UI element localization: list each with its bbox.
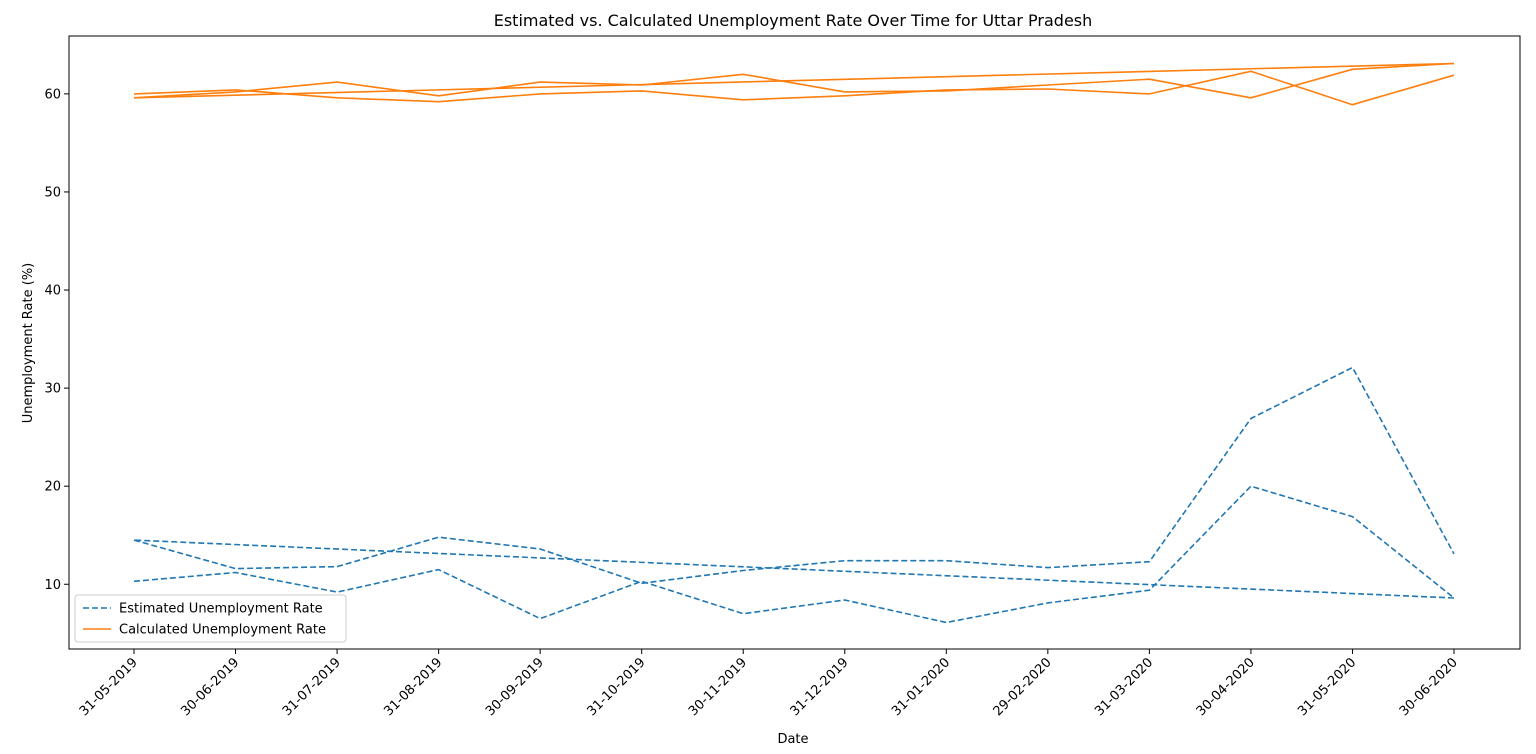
plot-frame (68, 35, 1521, 650)
x-tick-label: 31-08-2019 (381, 655, 445, 719)
x-tick-label: 30-09-2019 (483, 655, 547, 719)
y-tick-label: 40 (44, 284, 61, 299)
x-tick-label: 31-07-2019 (280, 655, 344, 719)
legend-box (74, 594, 347, 643)
series-0-line-0 (133, 485, 1455, 624)
chart-title: Estimated vs. Calculated Unemployment Ra… (494, 11, 1093, 30)
legend-label-1: Calculated Unemployment Rate (119, 623, 326, 638)
x-tick-label: 31-05-2020 (1295, 655, 1359, 719)
x-tick-label: 30-11-2019 (686, 655, 750, 719)
y-axis-label: Unemployment Rate (%) (21, 263, 36, 424)
x-tick-label: 29-02-2020 (991, 655, 1055, 719)
series-0-line-2 (133, 366, 1455, 585)
x-tick-label: 31-12-2019 (788, 655, 852, 719)
series-1-line-0 (133, 70, 1455, 106)
x-tick-label: 30-04-2020 (1194, 655, 1258, 719)
series-0-line-1 (133, 539, 1455, 599)
y-tick-label: 60 (44, 87, 61, 102)
y-tick-label: 20 (44, 480, 61, 495)
x-tick-label: 31-05-2019 (77, 655, 141, 719)
x-axis: 31-05-2019 30-06-2019 31-07-2019 31-08-2019… (77, 649, 1461, 719)
legend: Estimated Unemployment Rate Calculated Un… (74, 594, 347, 643)
y-tick-label: 50 (44, 185, 61, 200)
series-1-line-2 (133, 62, 1455, 99)
x-tick-label: 30-06-2020 (1397, 655, 1461, 719)
y-tick-label: 10 (44, 578, 61, 593)
x-tick-label: 31-10-2019 (584, 655, 648, 719)
series-1-line-1 (133, 62, 1455, 99)
x-tick-label: 31-03-2020 (1092, 655, 1156, 719)
x-tick-label: 31-01-2020 (889, 655, 953, 719)
series-layer (133, 62, 1455, 624)
y-tick-label: 30 (44, 382, 61, 397)
x-tick-label: 30-06-2019 (178, 655, 242, 719)
x-axis-label: Date (777, 732, 808, 747)
legend-label-0: Estimated Unemployment Rate (119, 602, 323, 617)
y-axis: 10 20 30 40 50 60 (44, 87, 69, 593)
